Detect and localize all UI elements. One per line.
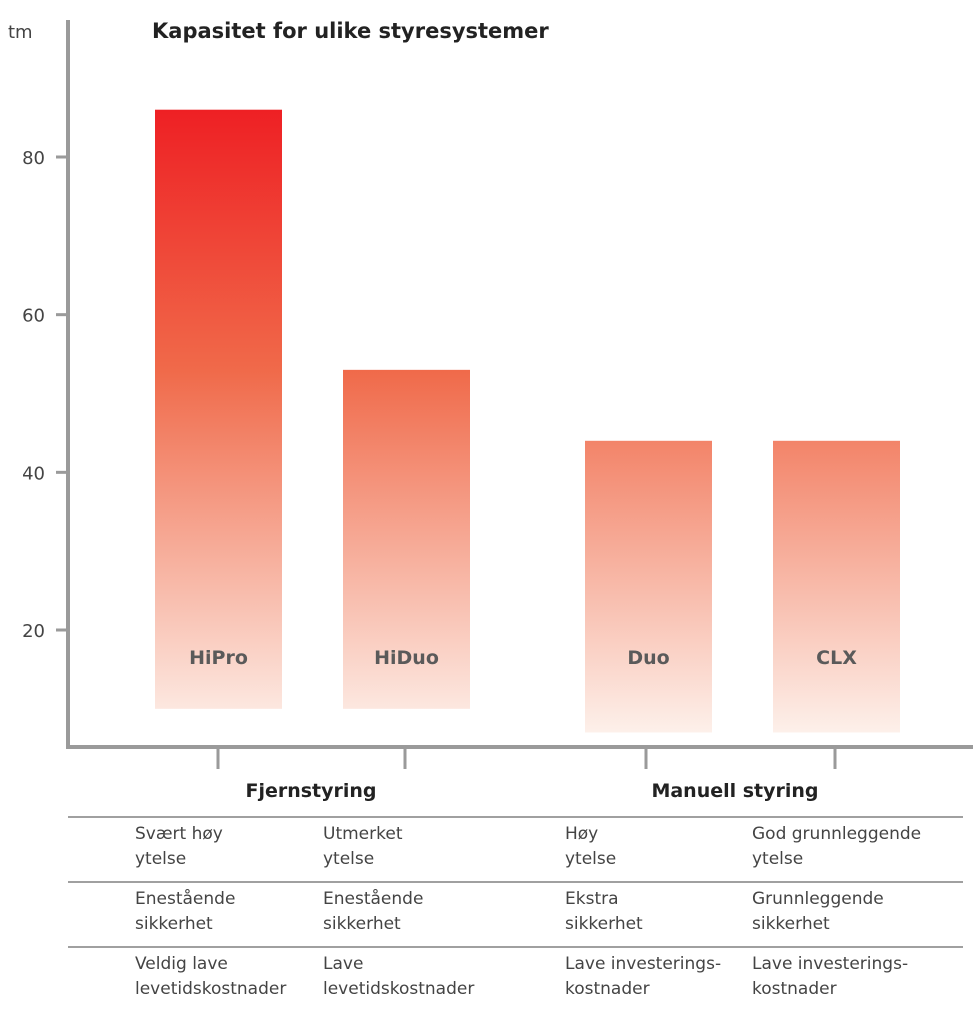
table-cell-line: sikkerhet — [323, 914, 401, 934]
table-cell-line: Veldig lave — [135, 954, 228, 974]
table-cell-line: Ekstra — [565, 889, 619, 909]
table-cell-line: ytelse — [323, 849, 374, 869]
table-cell-line: Høy — [565, 824, 598, 844]
table-cell-line: ytelse — [565, 849, 616, 869]
group-labels: Fjernstyring Manuell styring — [245, 780, 818, 802]
table-cell-line: God grunnleggende — [752, 824, 921, 844]
table-cell: Svært høy ytelse — [135, 824, 223, 869]
bar-label-hiduo: HiDuo — [374, 647, 439, 669]
table-cell-line: sikkerhet — [565, 914, 643, 934]
table-cell-line: ytelse — [752, 849, 803, 869]
y-axis-label: tm — [8, 22, 33, 43]
table-cell-line: Enestående — [323, 888, 423, 909]
table-cell: God grunnleggende ytelse — [752, 824, 921, 869]
table-cell-line: levetidskostnader — [323, 979, 474, 999]
table-cell-line: sikkerhet — [752, 914, 830, 934]
table-cell: Utmerket ytelse — [323, 824, 403, 869]
bar-hiduo — [343, 369, 470, 709]
bar-clx — [773, 440, 900, 733]
table-cell-line: Utmerket — [323, 824, 403, 844]
group-label: Fjernstyring — [245, 780, 376, 802]
table-cell: Ekstra sikkerhet — [565, 889, 643, 934]
group-label: Manuell styring — [651, 780, 818, 802]
table-cell-line: Svært høy — [135, 824, 223, 844]
table-cell-line: ytelse — [135, 849, 186, 869]
bar-hipro — [155, 109, 282, 709]
table-cell-line: sikkerhet — [135, 914, 213, 934]
table-cell-line: Lave — [323, 954, 363, 974]
y-tick-label: 80 — [22, 148, 45, 169]
table-cell-line: Lave investerings- — [565, 954, 721, 974]
y-tick-label: 60 — [22, 306, 45, 327]
table-cell: Enestående sikkerhet — [135, 888, 235, 934]
table-cell: Høy ytelse — [565, 824, 616, 869]
table-cell: Lave investerings-kostnader — [565, 954, 721, 999]
table-cell: Grunnleggende sikkerhet — [752, 889, 884, 934]
bar-labels: HiPro HiDuo Duo CLX — [189, 647, 857, 669]
x-ticks — [216, 747, 837, 769]
table-cell: Veldig lave levetidskostnader — [135, 954, 286, 999]
table-cell-line: levetidskostnader — [135, 979, 286, 999]
y-tick-label: 20 — [22, 621, 45, 642]
table-cell-line: Enestående — [135, 888, 235, 909]
table-cell: Enestående sikkerhet — [323, 888, 423, 934]
y-ticks: 20 40 60 80 — [22, 148, 68, 642]
bar-label-clx: CLX — [816, 647, 857, 669]
table-cell-line: kostnader — [565, 979, 650, 999]
table-cell: Lave levetidskostnader — [323, 954, 474, 999]
table-cell-line: kostnader — [752, 979, 837, 999]
bar-label-hipro: HiPro — [189, 647, 248, 669]
bar-duo — [585, 440, 712, 733]
y-tick-label: 40 — [22, 463, 45, 484]
table-cell-line: Grunnleggende — [752, 889, 884, 909]
table-cell-line: Lave investerings- — [752, 954, 908, 974]
bars — [155, 109, 900, 733]
table-cell: Lave investerings-kostnader — [752, 954, 908, 999]
bar-label-duo: Duo — [627, 647, 669, 669]
chart-title: Kapasitet for ulike styresystemer — [152, 19, 549, 43]
